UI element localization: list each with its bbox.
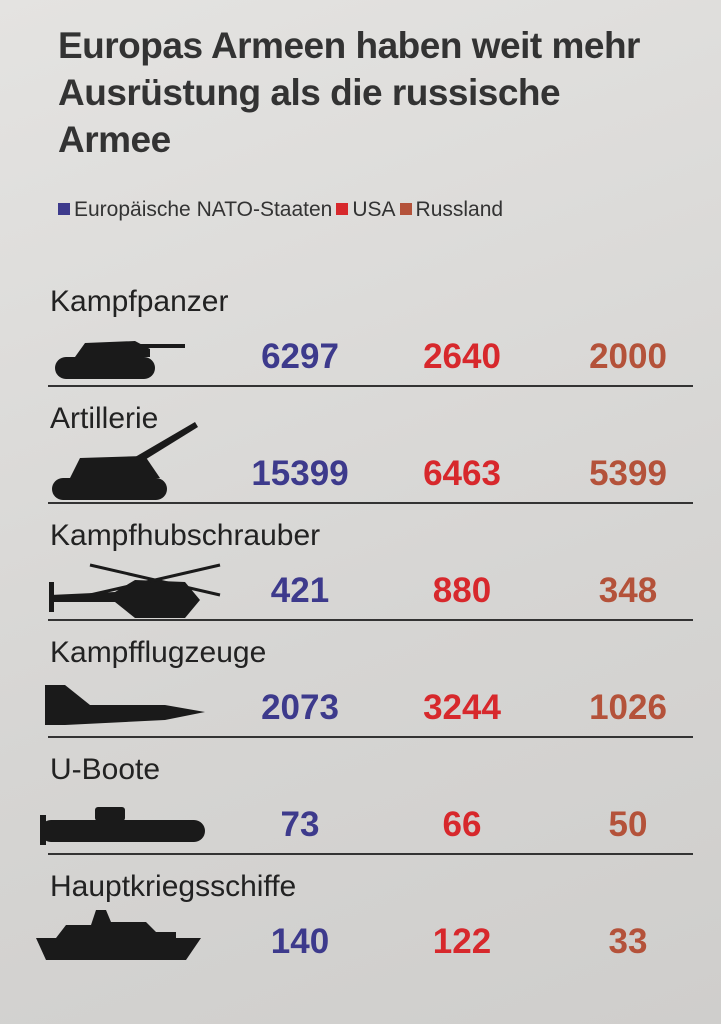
divider (48, 385, 693, 387)
row-label: Kampfhubschrauber (50, 519, 321, 552)
submarine-icon (40, 807, 205, 845)
value: 421 (270, 571, 330, 610)
row-label: Kampfflugzeuge (50, 636, 267, 669)
value: 348 (598, 571, 658, 610)
row-label: Hauptkriegsschiffe (50, 870, 297, 903)
legend-swatch (58, 203, 70, 215)
jet-icon (45, 685, 205, 725)
value: 15399 (251, 454, 349, 493)
value: 122 (432, 922, 492, 961)
value: 3244 (423, 688, 501, 727)
value: 6463 (423, 454, 501, 493)
value: 5399 (589, 454, 667, 493)
legend-swatch (336, 203, 349, 215)
divider (48, 502, 693, 504)
legend-item: Europäische NATO-Staaten (58, 198, 332, 222)
row-label: Kampfpanzer (50, 285, 229, 318)
value: 2640 (423, 337, 501, 376)
divider (48, 619, 693, 621)
divider (48, 736, 693, 738)
value: 33 (608, 922, 648, 961)
value: 880 (432, 571, 492, 610)
ship-icon (36, 910, 201, 960)
legend-swatch (399, 203, 412, 215)
row-label: U-Boote (50, 753, 161, 786)
legend-label: Europäische NATO-Staaten (74, 198, 333, 221)
value: 2000 (589, 337, 667, 376)
value: 73 (280, 805, 320, 844)
value: 6297 (261, 337, 339, 376)
tank-icon (55, 341, 185, 379)
artillery-icon (52, 422, 198, 500)
legend-item: Russland (399, 198, 504, 222)
title: Europas Armeen haben weit mehr Ausrüstun… (58, 25, 640, 160)
helicopter-icon (49, 563, 221, 618)
legend-label: USA (352, 198, 396, 221)
legend-item: USA (336, 198, 396, 222)
legend: Europäische NATO-Staaten USA Russland (58, 198, 507, 222)
value: 66 (442, 805, 482, 844)
legend-label: Russland (415, 198, 504, 221)
row-label: Artillerie (50, 402, 159, 435)
value: 50 (608, 805, 648, 844)
value: 1026 (589, 688, 667, 727)
divider (48, 853, 693, 855)
value: 2073 (261, 688, 339, 727)
value: 140 (270, 922, 330, 961)
